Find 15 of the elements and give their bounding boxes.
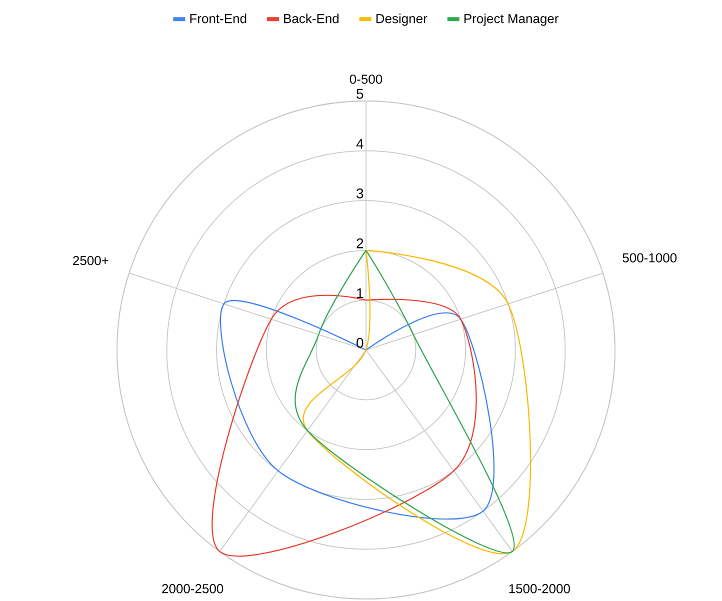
legend-label: Designer	[376, 14, 428, 26]
y-tick-label: 1	[357, 288, 364, 298]
y-tick-label: 3	[356, 188, 364, 198]
legend-label: Front-End	[190, 14, 246, 24]
legend-label: Project Manager	[464, 14, 559, 26]
spoke-label: 1500-2000	[509, 584, 570, 594]
y-tick-label: 5	[356, 89, 364, 99]
y-tick-label: 0	[356, 338, 364, 348]
y-tick-label: 2	[356, 238, 364, 248]
spoke-label: 0-500	[350, 74, 382, 84]
spoke-label: 2500+	[73, 256, 108, 266]
y-tick-label: 4	[356, 138, 364, 149]
legend-label: Back-End	[284, 14, 339, 24]
spoke-label: 500-1000	[622, 253, 677, 262]
spoke-label: 2000-2500	[162, 584, 224, 594]
